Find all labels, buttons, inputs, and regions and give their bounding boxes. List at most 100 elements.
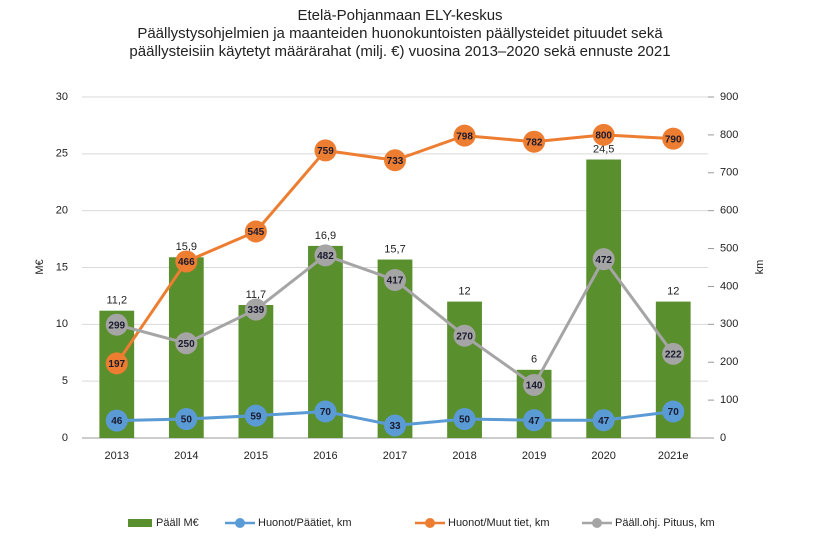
point-label: 466 <box>178 257 195 268</box>
point-label: 250 <box>178 339 195 350</box>
bar-value-label: 11,7 <box>246 289 267 301</box>
bar-value-label: 16,9 <box>315 230 336 242</box>
point-label: 50 <box>459 415 471 426</box>
y-tick-label: 25 <box>56 148 68 160</box>
x-tick-label: 2019 <box>522 450 546 462</box>
x-tick-label: 2020 <box>591 450 615 462</box>
point-label: 50 <box>181 415 193 426</box>
point-label: 270 <box>456 331 473 342</box>
y2-tick-label: 700 <box>720 167 738 179</box>
x-tick-label: 2013 <box>105 450 129 462</box>
point-label: 339 <box>248 305 265 316</box>
line-marker <box>523 130 546 153</box>
y-tick-label: 10 <box>56 318 68 330</box>
legend-swatch <box>592 518 602 528</box>
line-marker <box>523 409 546 432</box>
line-marker <box>662 400 685 423</box>
bar-value-label: 6 <box>531 354 537 366</box>
line-marker <box>105 409 128 432</box>
bar-value-label: 12 <box>458 286 470 298</box>
y2-tick-label: 500 <box>720 242 738 254</box>
point-label: 197 <box>108 359 125 370</box>
legend-swatch <box>128 519 152 527</box>
y2-tick-label: 600 <box>720 205 738 217</box>
line-marker <box>453 124 476 147</box>
point-label: 46 <box>111 416 123 427</box>
legend-swatch <box>425 518 435 528</box>
y2-tick-label: 100 <box>720 394 738 406</box>
chart-title: Päällystysohjelmien ja maanteiden huonok… <box>137 25 663 42</box>
y2-axis-label: km <box>754 260 766 275</box>
y-tick-label: 0 <box>62 432 68 444</box>
y2-tick-label: 300 <box>720 318 738 330</box>
point-label: 759 <box>317 146 334 157</box>
y2-tick-label: 800 <box>720 129 738 141</box>
bar-value-label: 11,2 <box>106 295 127 307</box>
line-marker <box>523 373 546 396</box>
line-marker <box>314 244 337 267</box>
line-marker <box>384 414 406 437</box>
point-label: 47 <box>598 416 610 427</box>
line-marker <box>662 342 685 365</box>
line-marker <box>384 149 406 172</box>
bar-value-label: 12 <box>667 286 679 298</box>
y-axis-label: M€ <box>34 259 46 274</box>
y-tick-label: 30 <box>56 91 68 103</box>
legend-label: Huonot/Päätiet, km <box>258 517 352 529</box>
point-label: 140 <box>526 381 543 392</box>
y-tick-label: 5 <box>62 375 68 387</box>
point-label: 782 <box>526 137 543 148</box>
legend-label: Pääll M€ <box>156 517 199 529</box>
point-label: 33 <box>389 421 401 432</box>
line-marker <box>175 250 198 273</box>
point-label: 59 <box>250 411 262 422</box>
point-label: 472 <box>595 255 612 266</box>
line-marker <box>244 298 267 321</box>
chart-title: Etelä-Pohjanmaan ELY-keskus <box>297 7 502 24</box>
line-marker <box>384 269 406 292</box>
y2-tick-label: 200 <box>720 356 738 368</box>
line-marker <box>592 123 615 146</box>
x-tick-label: 2015 <box>244 450 268 462</box>
x-tick-label: 2018 <box>452 450 476 462</box>
legend-label: Pääll.ohj. Pituus, km <box>615 517 715 529</box>
y-tick-label: 15 <box>56 261 68 273</box>
x-tick-label: 2017 <box>383 450 407 462</box>
line-marker <box>314 139 337 162</box>
x-tick-label: 2016 <box>313 450 337 462</box>
line-marker <box>453 408 476 431</box>
y-tick-label: 20 <box>56 205 68 217</box>
line-marker <box>662 127 685 150</box>
line-marker <box>244 404 267 427</box>
bar <box>586 159 622 438</box>
x-tick-label: 2021e <box>658 450 689 462</box>
y2-tick-label: 0 <box>720 432 726 444</box>
line-marker <box>592 409 615 432</box>
line-marker <box>244 220 267 243</box>
point-label: 70 <box>320 407 332 418</box>
point-label: 790 <box>665 134 682 145</box>
bar-value-label: 15,7 <box>384 243 405 255</box>
line-marker <box>175 332 198 355</box>
bar-value-label: 24,5 <box>593 143 614 155</box>
point-label: 47 <box>529 416 541 427</box>
point-label: 733 <box>387 156 404 167</box>
line-marker <box>175 408 198 431</box>
line-marker <box>105 352 128 375</box>
y2-tick-label: 400 <box>720 280 738 292</box>
point-label: 800 <box>595 131 612 142</box>
line-marker <box>314 400 337 423</box>
line-marker <box>453 324 476 347</box>
point-label: 70 <box>668 407 680 418</box>
point-label: 299 <box>108 320 125 331</box>
chart-title: päällysteisiin käytetyt määrärahat (milj… <box>129 43 670 60</box>
point-label: 417 <box>387 276 404 287</box>
y2-tick-label: 900 <box>720 91 738 103</box>
point-label: 222 <box>665 350 682 361</box>
x-tick-label: 2014 <box>174 450 198 462</box>
line-marker <box>105 313 128 336</box>
bar-value-label: 15,9 <box>176 241 197 253</box>
legend-swatch <box>235 518 245 528</box>
